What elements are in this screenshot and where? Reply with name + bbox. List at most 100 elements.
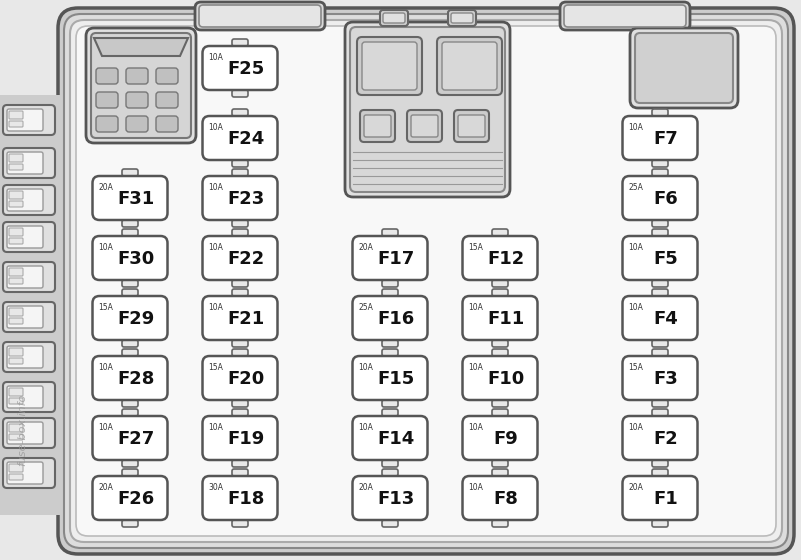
Text: F18: F18	[227, 490, 264, 508]
FancyBboxPatch shape	[652, 229, 668, 236]
Text: F12: F12	[487, 250, 525, 268]
FancyBboxPatch shape	[352, 356, 428, 400]
FancyBboxPatch shape	[3, 458, 55, 488]
Text: F3: F3	[654, 370, 678, 388]
Text: 10A: 10A	[208, 53, 223, 62]
FancyBboxPatch shape	[232, 160, 248, 167]
FancyBboxPatch shape	[92, 476, 167, 520]
FancyBboxPatch shape	[7, 266, 43, 288]
FancyBboxPatch shape	[9, 154, 23, 162]
FancyBboxPatch shape	[126, 92, 148, 108]
FancyBboxPatch shape	[232, 520, 248, 527]
FancyBboxPatch shape	[622, 236, 698, 280]
FancyBboxPatch shape	[122, 229, 138, 236]
Text: F5: F5	[654, 250, 678, 268]
FancyBboxPatch shape	[492, 460, 508, 467]
FancyBboxPatch shape	[203, 116, 277, 160]
Text: F10: F10	[487, 370, 525, 388]
FancyBboxPatch shape	[3, 148, 55, 178]
FancyBboxPatch shape	[92, 236, 167, 280]
FancyBboxPatch shape	[382, 409, 398, 416]
FancyBboxPatch shape	[86, 28, 196, 143]
Text: 10A: 10A	[208, 243, 223, 252]
FancyBboxPatch shape	[92, 176, 167, 220]
FancyBboxPatch shape	[232, 409, 248, 416]
Text: 10A: 10A	[99, 423, 114, 432]
FancyBboxPatch shape	[9, 474, 23, 480]
FancyBboxPatch shape	[652, 409, 668, 416]
FancyBboxPatch shape	[357, 37, 422, 95]
FancyBboxPatch shape	[492, 340, 508, 347]
FancyBboxPatch shape	[232, 280, 248, 287]
FancyBboxPatch shape	[635, 33, 733, 103]
Text: 15A: 15A	[469, 243, 483, 252]
Text: F19: F19	[227, 430, 264, 448]
FancyBboxPatch shape	[232, 90, 248, 97]
FancyBboxPatch shape	[76, 26, 776, 536]
FancyBboxPatch shape	[3, 418, 55, 448]
Text: 20A: 20A	[99, 183, 114, 192]
FancyBboxPatch shape	[492, 409, 508, 416]
FancyBboxPatch shape	[195, 2, 325, 30]
Text: F11: F11	[487, 310, 525, 328]
FancyBboxPatch shape	[70, 20, 782, 542]
FancyBboxPatch shape	[3, 382, 55, 412]
Text: 20A: 20A	[629, 483, 643, 492]
FancyBboxPatch shape	[232, 469, 248, 476]
FancyBboxPatch shape	[126, 68, 148, 84]
FancyBboxPatch shape	[382, 520, 398, 527]
FancyBboxPatch shape	[382, 229, 398, 236]
Text: 10A: 10A	[629, 303, 643, 312]
Text: F27: F27	[118, 430, 155, 448]
FancyBboxPatch shape	[622, 176, 698, 220]
Text: fuse-box.info: fuse-box.info	[17, 394, 27, 466]
FancyBboxPatch shape	[3, 262, 55, 292]
FancyBboxPatch shape	[232, 169, 248, 176]
FancyBboxPatch shape	[232, 340, 248, 347]
FancyBboxPatch shape	[9, 348, 23, 356]
FancyBboxPatch shape	[203, 176, 277, 220]
Text: 20A: 20A	[99, 483, 114, 492]
FancyBboxPatch shape	[7, 462, 43, 484]
FancyBboxPatch shape	[492, 400, 508, 407]
Text: 10A: 10A	[469, 423, 483, 432]
FancyBboxPatch shape	[652, 280, 668, 287]
FancyBboxPatch shape	[652, 460, 668, 467]
FancyBboxPatch shape	[7, 189, 43, 211]
FancyBboxPatch shape	[652, 109, 668, 116]
FancyBboxPatch shape	[407, 110, 442, 142]
FancyBboxPatch shape	[156, 68, 178, 84]
FancyBboxPatch shape	[345, 22, 510, 197]
FancyBboxPatch shape	[203, 476, 277, 520]
FancyBboxPatch shape	[232, 460, 248, 467]
FancyBboxPatch shape	[64, 14, 788, 548]
FancyBboxPatch shape	[9, 358, 23, 364]
FancyBboxPatch shape	[232, 229, 248, 236]
Text: 10A: 10A	[99, 243, 114, 252]
Text: F9: F9	[493, 430, 518, 448]
Text: F29: F29	[118, 310, 155, 328]
Text: F4: F4	[654, 310, 678, 328]
Text: 10A: 10A	[629, 123, 643, 132]
FancyBboxPatch shape	[382, 289, 398, 296]
Text: F15: F15	[377, 370, 415, 388]
Text: F22: F22	[227, 250, 264, 268]
FancyBboxPatch shape	[9, 201, 23, 207]
FancyBboxPatch shape	[232, 349, 248, 356]
FancyBboxPatch shape	[437, 37, 502, 95]
FancyBboxPatch shape	[382, 469, 398, 476]
FancyBboxPatch shape	[7, 226, 43, 248]
Text: F20: F20	[227, 370, 264, 388]
Text: 10A: 10A	[208, 183, 223, 192]
Text: F31: F31	[118, 190, 155, 208]
FancyBboxPatch shape	[630, 28, 738, 108]
Text: 20A: 20A	[359, 483, 373, 492]
FancyBboxPatch shape	[622, 416, 698, 460]
FancyBboxPatch shape	[352, 476, 428, 520]
FancyBboxPatch shape	[492, 520, 508, 527]
FancyBboxPatch shape	[156, 116, 178, 132]
FancyBboxPatch shape	[96, 68, 118, 84]
FancyBboxPatch shape	[462, 356, 537, 400]
FancyBboxPatch shape	[382, 349, 398, 356]
FancyBboxPatch shape	[122, 349, 138, 356]
